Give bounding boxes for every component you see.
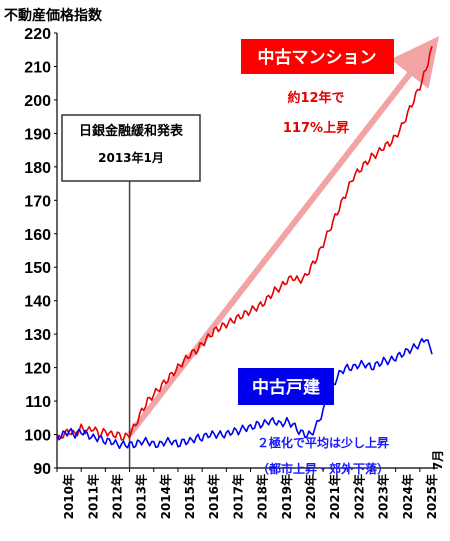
y-tick-label: 150 bbox=[24, 260, 51, 277]
mansion-badge-label: 中古マンション bbox=[258, 47, 377, 68]
house-badge: 中古戸建 bbox=[238, 368, 334, 405]
x-tick-label: 2022年 bbox=[351, 474, 366, 519]
house-badge-label: 中古戸建 bbox=[252, 377, 320, 398]
y-tick-label: 180 bbox=[24, 160, 51, 177]
x-tick-label: 2020年 bbox=[303, 474, 318, 519]
mansion-note-line2: 117%上昇 bbox=[283, 121, 349, 136]
x-tick-label: 2019年 bbox=[279, 474, 294, 519]
series-line-mansion bbox=[56, 46, 433, 442]
y-tick-label: 100 bbox=[24, 428, 51, 445]
x-tick-label: 2016年 bbox=[206, 474, 221, 519]
plot-frame bbox=[56, 33, 438, 469]
y-tick-label: 110 bbox=[25, 394, 51, 411]
series-line-house bbox=[56, 337, 433, 450]
x-tick-label: 2013年 bbox=[134, 474, 149, 519]
y-tick-label: 190 bbox=[24, 126, 51, 143]
y-tick-label: 160 bbox=[24, 227, 51, 244]
y-tick-label: 130 bbox=[24, 327, 51, 344]
x-tick-label: 2018年 bbox=[255, 474, 270, 519]
x-tick-label: 2017年 bbox=[230, 474, 245, 519]
x-tick-label: 2021年 bbox=[327, 474, 342, 519]
event-title: 日銀金融緩和発表 bbox=[79, 123, 184, 139]
x-tick-label: 2015年 bbox=[182, 474, 197, 519]
x-tick-label: 2025年 bbox=[424, 474, 439, 519]
y-tick-label: 120 bbox=[24, 361, 51, 378]
y-tick-label: 220 bbox=[24, 26, 51, 43]
y-tick-label: 170 bbox=[24, 193, 51, 210]
x-tick-label: 2024年 bbox=[400, 474, 415, 519]
x-tick-label: 2012年 bbox=[109, 474, 124, 519]
x-end-month-label: 7月 bbox=[431, 450, 445, 470]
x-tick-label: 2010年 bbox=[61, 474, 76, 519]
house-note-line2: （都市上昇・郊外下落） bbox=[257, 461, 389, 476]
y-axis-title: 不動産価格指数 bbox=[4, 7, 103, 24]
x-tick-label: 2014年 bbox=[158, 474, 173, 519]
y-tick-label: 210 bbox=[24, 59, 51, 76]
mansion-note-line1: 約12年で bbox=[287, 90, 344, 106]
event-date: 2013年1月 bbox=[98, 150, 164, 165]
series-layer bbox=[56, 46, 433, 450]
y-tick-label: 140 bbox=[24, 294, 51, 311]
y-tick-label: 200 bbox=[24, 93, 51, 110]
x-tick-label: 2023年 bbox=[376, 474, 391, 519]
y-tick-labels: 90 100 110 120 130 140 150 160 170 180 190 200 210 22… bbox=[24, 26, 57, 478]
y-tick-label: 90 bbox=[33, 461, 51, 478]
x-tick-labels: 2010年 2011年 2012年 2013年 2014年 2015年 2016年 2017年… bbox=[56, 468, 439, 519]
trend-arrow bbox=[127, 36, 439, 437]
x-tick-label: 2011年 bbox=[85, 474, 100, 519]
mansion-badge: 中古マンション bbox=[241, 39, 394, 74]
house-note-line1: ２極化で平均は少し上昇 bbox=[257, 435, 389, 450]
event-box: 日銀金融緩和発表 2013年1月 bbox=[61, 114, 201, 182]
